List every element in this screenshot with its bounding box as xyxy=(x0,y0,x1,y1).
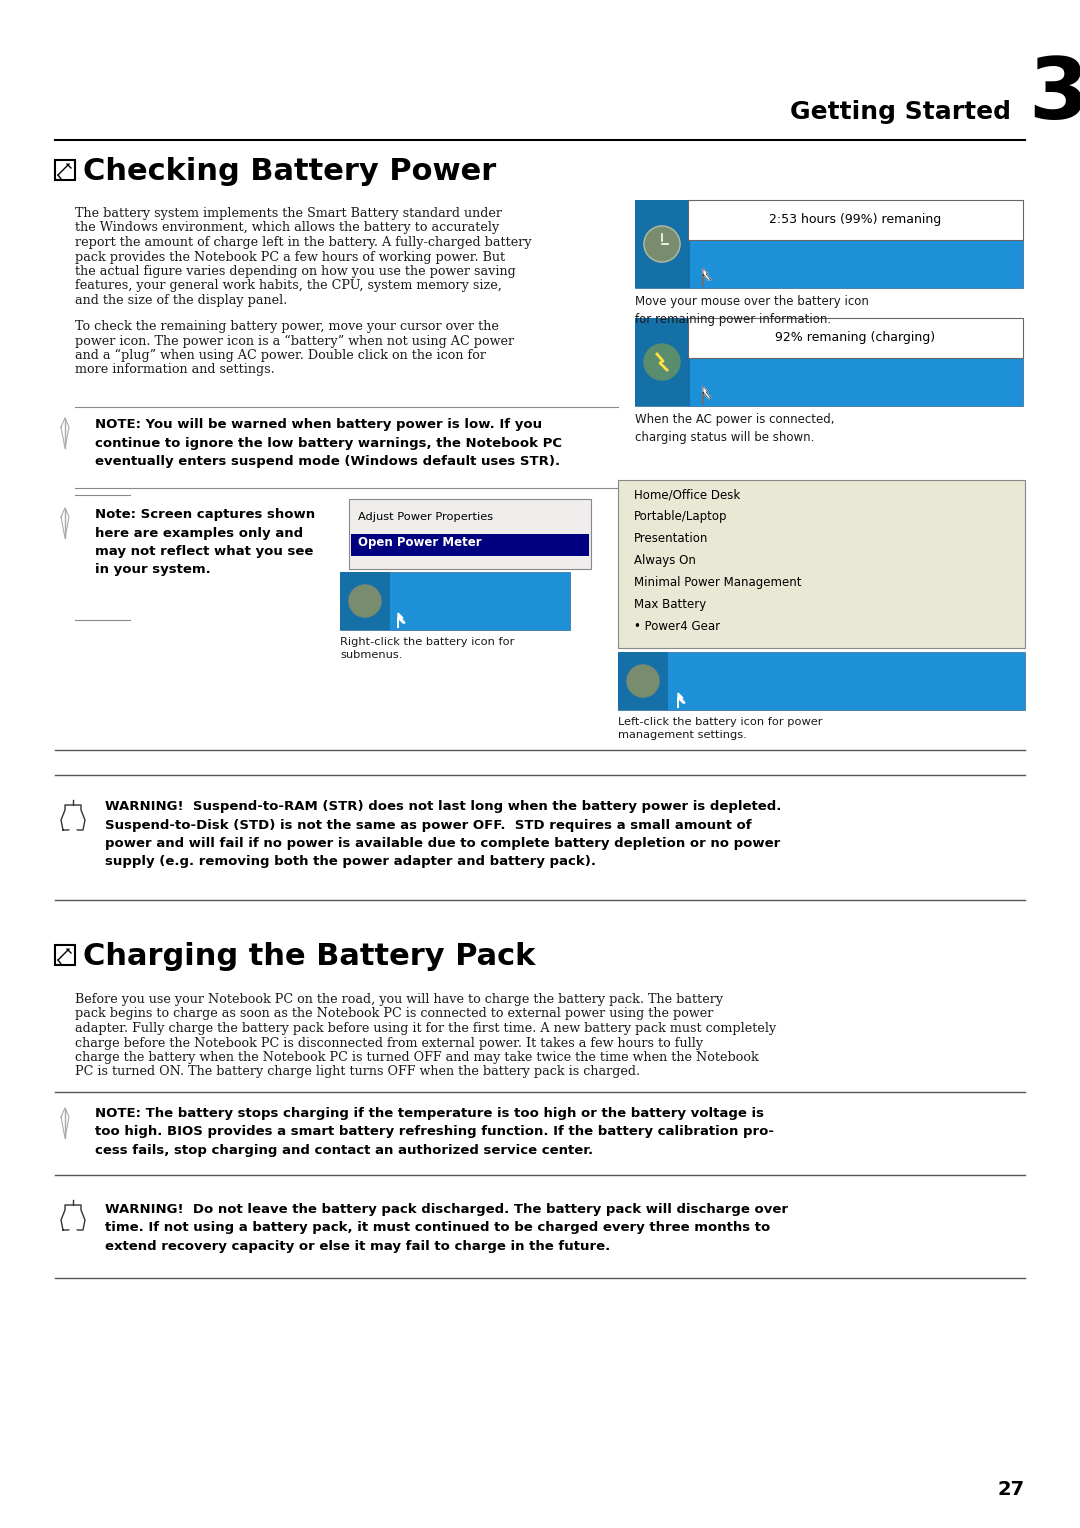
Text: Home/Office Desk: Home/Office Desk xyxy=(634,487,740,501)
FancyBboxPatch shape xyxy=(635,200,1023,287)
Text: Move your mouse over the battery icon
for remaining power information.: Move your mouse over the battery icon fo… xyxy=(635,295,869,325)
Circle shape xyxy=(627,665,659,697)
Polygon shape xyxy=(399,613,405,628)
Polygon shape xyxy=(703,267,711,286)
Text: When the AC power is connected,
charging status will be shown.: When the AC power is connected, charging… xyxy=(635,413,835,443)
FancyBboxPatch shape xyxy=(618,652,1025,711)
Circle shape xyxy=(644,344,680,380)
Text: To check the remaining battery power, move your cursor over the: To check the remaining battery power, mo… xyxy=(75,319,499,333)
Text: Charging the Battery Pack: Charging the Battery Pack xyxy=(83,941,536,970)
FancyBboxPatch shape xyxy=(688,318,1023,358)
FancyBboxPatch shape xyxy=(340,571,390,630)
Text: The battery system implements the Smart Battery standard under: The battery system implements the Smart … xyxy=(75,206,502,220)
Text: Note: Screen captures shown
here are examples only and
may not reflect what you : Note: Screen captures shown here are exa… xyxy=(95,507,315,576)
Text: WARNING!  Suspend-to-RAM (STR) does not last long when the battery power is depl: WARNING! Suspend-to-RAM (STR) does not l… xyxy=(105,801,781,868)
Text: features, your general work habits, the CPU, system memory size,: features, your general work habits, the … xyxy=(75,280,502,292)
Text: Open Power Meter: Open Power Meter xyxy=(357,536,482,549)
Text: the Windows environment, which allows the battery to accurately: the Windows environment, which allows th… xyxy=(75,222,499,234)
Polygon shape xyxy=(703,387,711,403)
FancyBboxPatch shape xyxy=(618,480,1025,648)
Text: NOTE: The battery stops charging if the temperature is too high or the battery v: NOTE: The battery stops charging if the … xyxy=(95,1106,774,1157)
Text: charge the battery when the Notebook PC is turned OFF and may take twice the tim: charge the battery when the Notebook PC … xyxy=(75,1051,759,1063)
Polygon shape xyxy=(60,805,85,830)
Text: 92% remaning (charging): 92% remaning (charging) xyxy=(775,332,935,344)
Text: 2:53 hours (99%) remaning: 2:53 hours (99%) remaning xyxy=(769,214,942,226)
FancyBboxPatch shape xyxy=(635,200,690,287)
FancyBboxPatch shape xyxy=(55,160,75,180)
Text: Adjust Power Properties: Adjust Power Properties xyxy=(357,512,494,523)
Circle shape xyxy=(349,585,381,617)
Text: Checking Battery Power: Checking Battery Power xyxy=(83,157,496,186)
Text: the actual figure varies depending on how you use the power saving: the actual figure varies depending on ho… xyxy=(75,264,516,278)
Polygon shape xyxy=(60,1206,85,1230)
Text: Portable/Laptop: Portable/Laptop xyxy=(634,510,728,523)
Text: Max Battery: Max Battery xyxy=(634,597,706,611)
Polygon shape xyxy=(678,694,685,707)
Text: Presentation: Presentation xyxy=(634,532,708,545)
FancyBboxPatch shape xyxy=(349,500,591,568)
Text: • Power4 Gear: • Power4 Gear xyxy=(634,620,720,633)
FancyBboxPatch shape xyxy=(351,533,589,556)
FancyBboxPatch shape xyxy=(55,944,75,966)
Text: more information and settings.: more information and settings. xyxy=(75,364,274,376)
Text: 27: 27 xyxy=(998,1481,1025,1499)
FancyBboxPatch shape xyxy=(618,652,669,711)
Text: adapter. Fully charge the battery pack before using it for the first time. A new: adapter. Fully charge the battery pack b… xyxy=(75,1022,777,1034)
Text: 3: 3 xyxy=(1028,53,1080,136)
Text: report the amount of charge left in the battery. A fully-charged battery: report the amount of charge left in the … xyxy=(75,235,531,249)
Circle shape xyxy=(69,830,77,837)
Text: power icon. The power icon is a “battery” when not using AC power: power icon. The power icon is a “battery… xyxy=(75,335,514,348)
Text: and the size of the display panel.: and the size of the display panel. xyxy=(75,293,287,307)
Text: charge before the Notebook PC is disconnected from external power. It takes a fe: charge before the Notebook PC is disconn… xyxy=(75,1036,703,1050)
Text: Minimal Power Management: Minimal Power Management xyxy=(634,576,801,588)
FancyBboxPatch shape xyxy=(340,571,570,630)
Text: Right-click the battery icon for
submenus.: Right-click the battery icon for submenu… xyxy=(340,637,514,660)
Text: Getting Started: Getting Started xyxy=(789,99,1011,124)
Text: PC is turned ON. The battery charge light turns OFF when the battery pack is cha: PC is turned ON. The battery charge ligh… xyxy=(75,1065,640,1079)
Text: Always On: Always On xyxy=(634,555,696,567)
Text: and a “plug” when using AC power. Double click on the icon for: and a “plug” when using AC power. Double… xyxy=(75,348,486,362)
FancyBboxPatch shape xyxy=(635,318,690,406)
Text: pack provides the Notebook PC a few hours of working power. But: pack provides the Notebook PC a few hour… xyxy=(75,251,505,263)
FancyBboxPatch shape xyxy=(688,200,1023,240)
Circle shape xyxy=(69,1229,77,1238)
Text: pack begins to charge as soon as the Notebook PC is connected to external power : pack begins to charge as soon as the Not… xyxy=(75,1007,714,1021)
Text: Before you use your Notebook PC on the road, you will have to charge the battery: Before you use your Notebook PC on the r… xyxy=(75,993,724,1005)
Text: WARNING!  Do not leave the battery pack discharged. The battery pack will discha: WARNING! Do not leave the battery pack d… xyxy=(105,1203,788,1253)
Text: Left-click the battery icon for power
management settings.: Left-click the battery icon for power ma… xyxy=(618,717,823,740)
Text: NOTE: You will be warned when battery power is low. If you
continue to ignore th: NOTE: You will be warned when battery po… xyxy=(95,419,562,468)
FancyBboxPatch shape xyxy=(635,318,1023,406)
Circle shape xyxy=(644,226,680,261)
